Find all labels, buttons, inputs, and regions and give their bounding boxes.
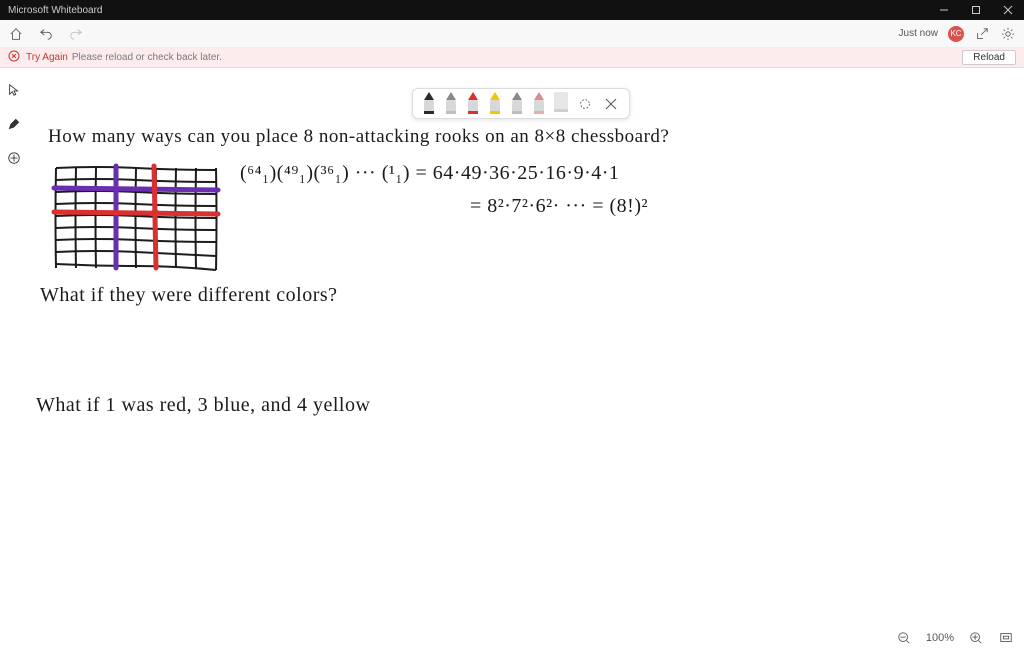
window-minimize-button[interactable] xyxy=(928,0,960,20)
hw-line2: What if they were different colors? xyxy=(40,284,338,307)
reload-button[interactable]: Reload xyxy=(962,50,1016,65)
zoom-level: 100% xyxy=(926,632,954,644)
settings-button[interactable] xyxy=(1000,26,1016,42)
pen-tool[interactable] xyxy=(4,114,24,134)
pen-yellow[interactable] xyxy=(487,92,503,116)
window-close-button[interactable] xyxy=(992,0,1024,20)
ruler-tool[interactable] xyxy=(553,92,569,116)
error-icon xyxy=(8,50,20,65)
user-avatar[interactable]: KC xyxy=(948,26,964,42)
pen-black[interactable] xyxy=(421,92,437,116)
add-tool[interactable] xyxy=(4,148,24,168)
app-toolbar: Just now KC xyxy=(0,20,1024,48)
whiteboard-canvas[interactable] xyxy=(0,70,1024,610)
zoom-in-button[interactable] xyxy=(968,630,984,646)
fit-screen-button[interactable] xyxy=(998,630,1014,646)
pen-red[interactable] xyxy=(465,92,481,116)
window-title: Microsoft Whiteboard xyxy=(8,5,928,16)
share-button[interactable] xyxy=(974,26,990,42)
pen-grey[interactable] xyxy=(443,92,459,116)
hw-eq1b: = 8²·7²·6²· ··· = (8!)² xyxy=(470,195,648,218)
hw-line1: How many ways can you place 8 non-attack… xyxy=(48,126,669,148)
window-maximize-button[interactable] xyxy=(960,0,992,20)
side-toolbar xyxy=(4,80,24,168)
error-message: Please reload or check back later. xyxy=(72,52,222,63)
redo-button[interactable] xyxy=(68,26,84,42)
close-tray-button[interactable] xyxy=(601,94,621,114)
error-title: Try Again xyxy=(26,52,68,63)
hw-eq1a: (⁶⁴₁)(⁴⁹₁)(³⁶₁) ··· (¹₁) = 64·49·36·25·1… xyxy=(240,162,619,185)
home-button[interactable] xyxy=(8,26,24,42)
status-bar: 100% xyxy=(896,624,1014,652)
hw-line3: What if 1 was red, 3 blue, and 4 yellow xyxy=(36,394,370,417)
cursor-tool[interactable] xyxy=(4,80,24,100)
error-banner: Try Again Please reload or check back la… xyxy=(0,48,1024,68)
pen-pink[interactable] xyxy=(531,92,547,116)
pen-grey2[interactable] xyxy=(509,92,525,116)
undo-button[interactable] xyxy=(38,26,54,42)
sync-status: Just now xyxy=(899,28,938,39)
zoom-out-button[interactable] xyxy=(896,630,912,646)
window-titlebar: Microsoft Whiteboard xyxy=(0,0,1024,20)
pen-tray xyxy=(412,88,630,119)
lasso-tool[interactable] xyxy=(575,94,595,114)
